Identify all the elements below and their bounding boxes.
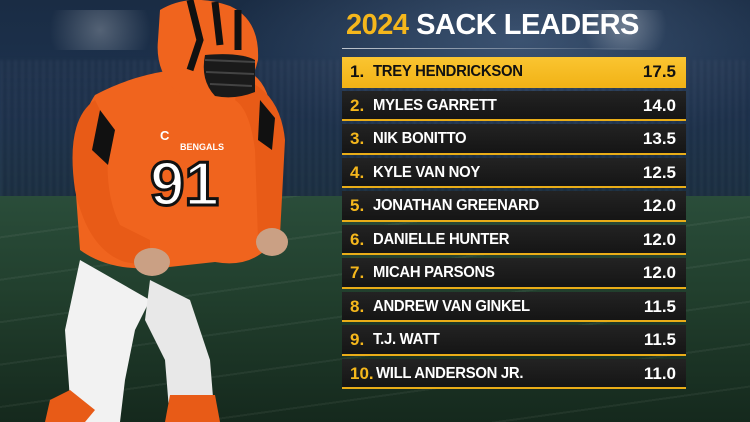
leader-rank: 9.	[350, 330, 365, 349]
leader-sacks: 12.0	[642, 263, 676, 282]
player-illustration: 91 BENGALS C	[45, 0, 288, 422]
leader-row: 9. T.J. WATT 11.5	[342, 325, 686, 356]
leader-name: JONATHAN GREENARD	[373, 197, 539, 214]
leader-row: 8. ANDREW VAN GINKEL 11.5	[342, 291, 686, 322]
title-text: SACK LEADERS	[416, 9, 639, 41]
leader-sacks: 14.0	[642, 95, 676, 115]
leader-sacks: 11.0	[643, 363, 676, 383]
leader-sacks: 12.5	[642, 162, 676, 182]
leader-row: 6. DANIELLE HUNTER 12.0	[342, 224, 686, 255]
leaders-list: 1. TREY HENDRICKSON 17.5 2. MYLES GARRET…	[342, 57, 686, 392]
leader-row: 10. WILL ANDERSON JR. 11.0	[342, 358, 686, 389]
leader-row: 5. JONATHAN GREENARD 12.0	[342, 191, 686, 222]
leader-name: T.J. WATT	[373, 331, 440, 348]
leader-sacks: 13.5	[642, 129, 676, 148]
leader-name: KYLE VAN NOY	[373, 163, 481, 181]
leader-rank: 10.	[350, 363, 374, 383]
leader-row: 3. NIK BONITTO 13.5	[342, 124, 686, 155]
captain-patch: C	[160, 128, 170, 143]
leader-name: MICAH PARSONS	[373, 264, 495, 281]
leader-rank: 2.	[350, 95, 365, 115]
jersey-wordmark: BENGALS	[180, 142, 224, 152]
leader-name: TREY HENDRICKSON	[373, 63, 523, 80]
leader-rank: 4.	[350, 162, 365, 182]
leader-sacks: 11.5	[643, 330, 676, 349]
leader-row: 4. KYLE VAN NOY 12.5	[342, 157, 686, 188]
leader-name: DANIELLE HUNTER	[373, 230, 510, 248]
leader-row: 7. MICAH PARSONS 12.0	[342, 258, 686, 289]
leader-name: NIK BONITTO	[373, 130, 467, 147]
leader-name: WILL ANDERSON JR.	[376, 364, 524, 382]
leader-rank: 3.	[350, 129, 365, 148]
leader-rank: 5.	[350, 196, 365, 215]
leader-sacks: 11.5	[643, 296, 676, 316]
leader-rank: 7.	[350, 263, 365, 282]
leader-name: ANDREW VAN GINKEL	[373, 297, 530, 315]
leader-row: 1. TREY HENDRICKSON 17.5	[342, 57, 686, 88]
title-year: 2024	[346, 9, 409, 41]
leader-rank: 8.	[350, 296, 365, 316]
leader-sacks: 17.5	[642, 62, 676, 81]
sack-leaders-board: 2024 SACK LEADERS 1. TREY HENDRICKSON 17…	[342, 0, 686, 422]
title-divider	[342, 48, 642, 49]
leader-rank: 6.	[350, 229, 365, 249]
leader-rank: 1.	[350, 62, 365, 81]
leader-sacks: 12.0	[642, 229, 676, 249]
board-title: 2024 SACK LEADERS	[346, 6, 686, 44]
jersey-number: 91	[150, 150, 219, 219]
leader-name: MYLES GARRETT	[373, 96, 497, 114]
leader-row: 2. MYLES GARRETT 14.0	[342, 90, 686, 121]
leader-sacks: 12.0	[642, 196, 676, 215]
stadium-lights	[30, 10, 730, 50]
